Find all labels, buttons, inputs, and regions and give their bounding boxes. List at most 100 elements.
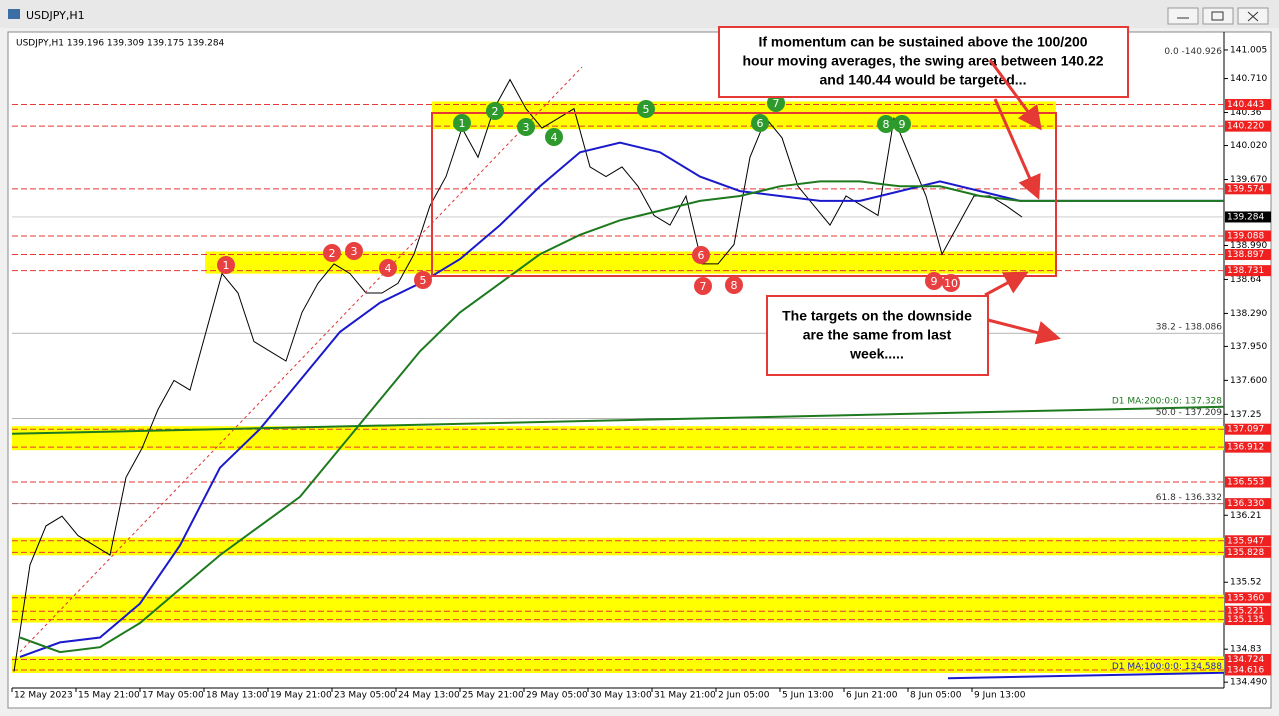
swing-marker xyxy=(345,242,363,260)
swing-label: 7 xyxy=(773,97,780,110)
level-label: 136.553 xyxy=(1227,477,1264,487)
y-tick-label: 137.950 xyxy=(1230,342,1267,352)
level-label: 140.220 xyxy=(1227,122,1264,132)
level-label: 135.828 xyxy=(1227,548,1264,558)
callout-text: hour moving averages, the swing area bet… xyxy=(742,53,1103,69)
swing-marker xyxy=(942,274,960,292)
level-label: 135.360 xyxy=(1227,593,1264,603)
swing-marker xyxy=(217,256,235,274)
level-tag xyxy=(1225,230,1271,242)
maximize-icon xyxy=(1211,11,1224,21)
series-line xyxy=(11,405,1225,435)
level-tag xyxy=(1225,476,1271,488)
level-tag xyxy=(1225,423,1271,435)
y-tick-label: 137.25 xyxy=(1230,410,1262,420)
series-line xyxy=(19,180,1021,654)
callout-box xyxy=(766,295,989,376)
y-tick-label: 135.52 xyxy=(1230,578,1262,588)
series-line xyxy=(947,671,1225,680)
y-tick-label: 134.490 xyxy=(1230,678,1267,688)
ma-label: D1 MA:100:0:0: 134.588 xyxy=(1112,662,1222,672)
level-label: 139.088 xyxy=(1227,231,1264,241)
level-tag xyxy=(1225,249,1271,261)
x-tick-label: 12 May 2023 xyxy=(14,691,73,701)
swing-marker xyxy=(414,271,432,289)
y-tick-label: 134.83 xyxy=(1230,645,1262,655)
zone xyxy=(12,594,1224,623)
x-tick-label: 30 May 13:00 xyxy=(590,691,652,701)
swing-label: 3 xyxy=(523,121,530,134)
swing-label: 5 xyxy=(643,103,650,116)
level-label: 140.443 xyxy=(1227,100,1264,110)
minimize-button[interactable] xyxy=(1167,7,1199,25)
zone xyxy=(205,251,1056,274)
y-tick-label: 138.990 xyxy=(1230,241,1267,251)
swing-marker xyxy=(751,114,769,132)
y-tick-label: 140.36 xyxy=(1230,108,1262,118)
swing-label: 6 xyxy=(698,249,705,262)
fib-label: 50.0 - 137.209 xyxy=(1156,408,1222,418)
arrow xyxy=(988,59,1042,131)
fib-label: 61.8 - 136.332 xyxy=(1156,493,1222,503)
current-price-label: 139.284 xyxy=(1227,212,1264,222)
swing-marker xyxy=(877,115,895,133)
swing-marker xyxy=(725,276,743,294)
callout-text: The targets on the downside xyxy=(782,308,972,324)
x-tick-label: 6 Jun 21:00 xyxy=(846,691,898,701)
window-icon xyxy=(8,9,20,19)
level-label: 137.097 xyxy=(1227,425,1264,435)
swing-marker xyxy=(767,94,785,112)
swing-label: 9 xyxy=(931,275,938,288)
series-line xyxy=(19,141,1021,658)
swing-label: 5 xyxy=(420,274,427,287)
swing-label: 7 xyxy=(700,280,707,293)
ma-label: D1 MA:200:0:0: 137.328 xyxy=(1112,396,1222,406)
level-tag xyxy=(1225,546,1271,558)
y-tick-label: 140.020 xyxy=(1230,141,1267,151)
swing-marker xyxy=(893,115,911,133)
level-label: 136.912 xyxy=(1227,443,1264,453)
range-box xyxy=(431,112,1057,277)
swing-marker xyxy=(692,246,710,264)
x-tick-label: 31 May 21:00 xyxy=(654,691,716,701)
level-tag xyxy=(1225,535,1271,547)
y-tick-label: 141.005 xyxy=(1230,45,1267,55)
x-tick-label: 18 May 13:00 xyxy=(206,691,268,701)
y-tick-label: 137.600 xyxy=(1230,376,1267,386)
x-tick-label: 17 May 05:00 xyxy=(142,691,204,701)
swing-label: 3 xyxy=(351,245,358,258)
x-tick-label: 23 May 05:00 xyxy=(334,691,396,701)
swing-marker xyxy=(323,244,341,262)
x-tick-label: 8 Jun 05:00 xyxy=(910,691,962,701)
x-tick-label: 15 May 21:00 xyxy=(78,691,140,701)
swing-label: 10 xyxy=(944,277,958,290)
swing-label: 9 xyxy=(899,118,906,131)
x-tick-label: 25 May 21:00 xyxy=(462,691,524,701)
swing-marker xyxy=(694,277,712,295)
level-label: 135.947 xyxy=(1227,536,1264,546)
level-tag xyxy=(1225,120,1271,132)
swing-marker xyxy=(517,118,535,136)
level-label: 136.330 xyxy=(1227,499,1264,509)
maximize-button[interactable] xyxy=(1202,7,1234,25)
series-layer xyxy=(11,78,1225,680)
y-tick-label: 139.670 xyxy=(1230,175,1267,185)
arrow xyxy=(987,318,1061,345)
swing-label: 2 xyxy=(492,105,499,118)
level-tag xyxy=(1225,664,1271,676)
callout-box xyxy=(718,26,1129,98)
chart-header: USDJPY,H1 139.196 139.309 139.175 139.28… xyxy=(16,39,225,49)
zone xyxy=(12,537,1224,556)
callout-text: are the same from last xyxy=(803,327,952,343)
swing-marker xyxy=(486,102,504,120)
level-label: 135.135 xyxy=(1227,615,1264,625)
swing-label: 4 xyxy=(551,131,558,144)
x-tick-label: 19 May 21:00 xyxy=(270,691,332,701)
x-tick-label: 2 Jun 05:00 xyxy=(718,691,770,701)
swing-label: 6 xyxy=(757,117,764,130)
level-label: 139.574 xyxy=(1227,184,1264,194)
zone xyxy=(12,656,1224,673)
level-tag xyxy=(1225,265,1271,277)
